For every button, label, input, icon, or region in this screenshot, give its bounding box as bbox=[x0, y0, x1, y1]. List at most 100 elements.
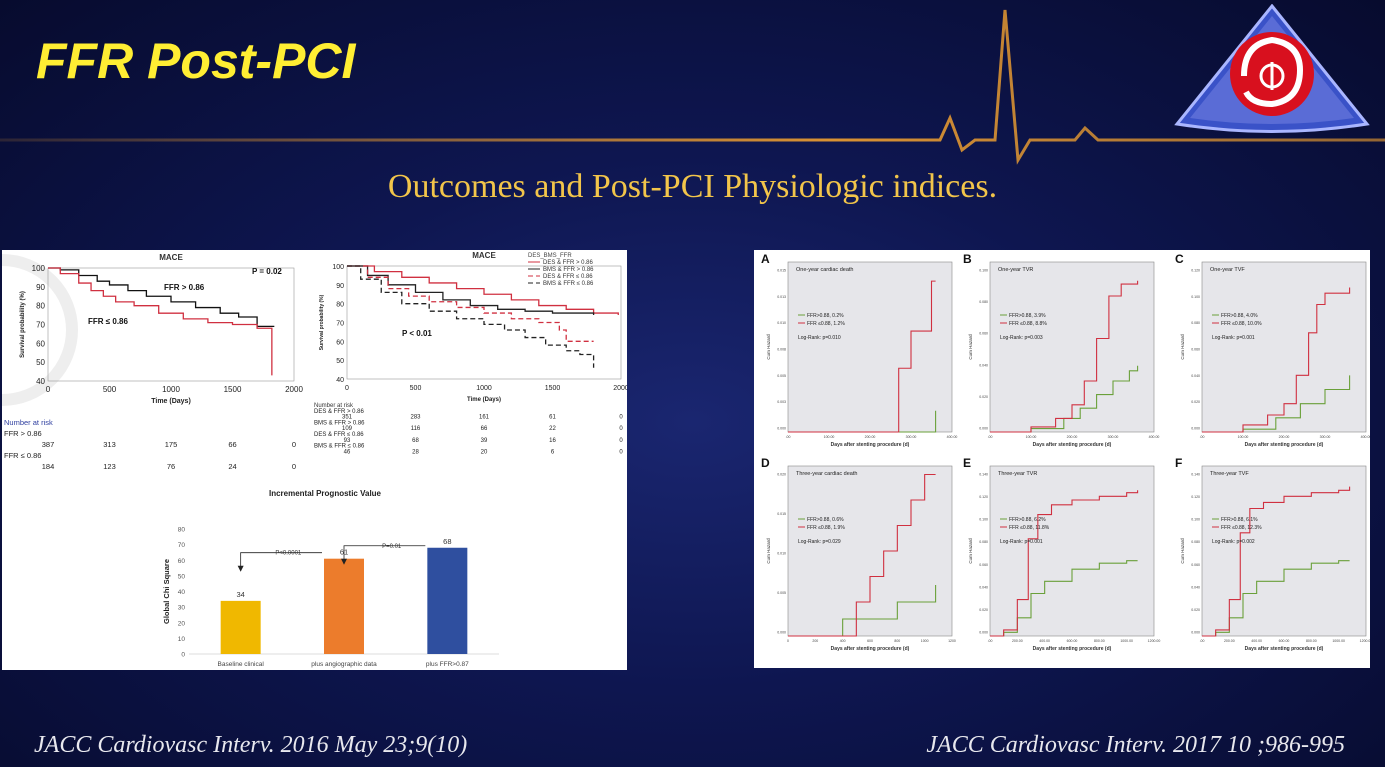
hazD-series-ffr-0-88-1-9 bbox=[788, 473, 936, 637]
km1-risk-value: 66 bbox=[228, 440, 236, 449]
km2-ytick-label: 100 bbox=[332, 264, 344, 271]
km2-legend-title: DES_BMS_FFR bbox=[528, 253, 572, 259]
hazF-plot-area bbox=[1201, 465, 1367, 637]
hazC-y-axis-label: Cum Hazard bbox=[1180, 334, 1185, 360]
hazF-series-ffr-0-88-6-1 bbox=[1202, 560, 1350, 637]
hazD-xtick-label: 1000 bbox=[921, 639, 929, 643]
hazD-ytick-label: 0.015 bbox=[777, 512, 786, 516]
hazE-chart: E Three-year TVR 0.000 0.020 0.040 0.060 0.080… bbox=[963, 456, 1160, 652]
hazA-ytick-label: 0.013 bbox=[777, 295, 786, 299]
km2-risk-value: 6 bbox=[551, 449, 555, 455]
hazD-ytick-label: 0.005 bbox=[777, 591, 786, 595]
km2-risk-value: 22 bbox=[549, 426, 556, 432]
hazB-xtick-label: .00 bbox=[988, 435, 993, 439]
comparison-arrowhead-2 bbox=[341, 558, 347, 565]
hazD-chart: D Three-year cardiac death 0.000 0.005 0.010… bbox=[761, 456, 956, 652]
hazC-xtick-label: 100.00 bbox=[1238, 435, 1249, 439]
km1-ytick-label: 40 bbox=[36, 377, 45, 386]
bar-value-label: 34 bbox=[236, 590, 244, 599]
hazE-ytick-label: 0.080 bbox=[979, 540, 988, 544]
km1-chart: MACE 0 500 1000 1500 2000 100 90 80 70 60 50 40 Time … bbox=[4, 253, 303, 471]
bar-ytick-label: 10 bbox=[178, 636, 186, 643]
hazA-xtick-label: 400.00 bbox=[947, 435, 958, 439]
km1-risk-value: 175 bbox=[165, 440, 178, 449]
km2-legend-label: DES & FFR > 0.86 bbox=[543, 260, 594, 266]
hazD-y-axis-label: Cum Hazard bbox=[766, 538, 771, 564]
hazB-y-axis-label: Cum Hazard bbox=[968, 334, 973, 360]
slide-title: FFR Post-PCI bbox=[36, 33, 356, 89]
km1-series-ffr-0-86 bbox=[48, 267, 273, 376]
hazA-ytick-label: 0.015 bbox=[777, 269, 786, 273]
watermark-seal bbox=[0, 254, 78, 406]
hazF-series-ffr-0-88-12-3 bbox=[1202, 486, 1351, 637]
hazC-xtick-label: 300.00 bbox=[1320, 435, 1331, 439]
hazB-legend-label: FFR>0.88, 3.9% bbox=[1009, 313, 1046, 319]
hazA-panel-letter: A bbox=[761, 252, 770, 266]
hazE-legend-label: FFR ≤0.88, 11.8% bbox=[1009, 525, 1050, 531]
hazF-panel-letter: F bbox=[1175, 456, 1182, 470]
hazC-ytick-label: 0.020 bbox=[1191, 400, 1200, 404]
hazB-ytick-label: 0.040 bbox=[979, 363, 988, 367]
hazD-x-axis-label: Days after stenting procedure (d) bbox=[831, 646, 910, 652]
km1-ytick-label: 60 bbox=[36, 339, 45, 348]
km2-risk-row-label: DES & FFR ≤ 0.86 bbox=[314, 432, 364, 438]
bar-ytick-label: 70 bbox=[178, 542, 186, 549]
comparison-arrow-2 bbox=[343, 545, 426, 564]
km1-risk-value: 0 bbox=[292, 440, 296, 449]
hazE-xtick-label: 200.00 bbox=[1012, 639, 1023, 643]
right-figure-panel: A One-year cardiac death 0.000 0.003 0.005 0.… bbox=[754, 250, 1372, 668]
km2-risk-value: 93 bbox=[344, 438, 351, 444]
km2-risk-row-label: BMS & FFR ≤ 0.86 bbox=[314, 444, 365, 450]
conference-logo bbox=[1174, 4, 1370, 133]
hazB-series-ffr-0-88-3-9 bbox=[990, 365, 1139, 433]
comparison-arrow-1 bbox=[240, 552, 322, 571]
bar-y-axis-label: Global Chi Square bbox=[162, 559, 171, 624]
km1-x-axis-label: Time (Days) bbox=[151, 398, 191, 405]
hazE-legend-label: FFR>0.88, 6.2% bbox=[1009, 517, 1046, 523]
citation-left: JACC Cardiovasc Interv. 2016 May 23;9(10… bbox=[34, 732, 468, 758]
hazF-legend-label: FFR ≤0.88, 12.3% bbox=[1221, 525, 1262, 531]
hazF-y-axis-label: Cum Hazard bbox=[1180, 538, 1185, 564]
km1-xtick-label: 500 bbox=[103, 385, 117, 394]
km2-risk-row-label: BMS & FFR > 0.86 bbox=[314, 420, 365, 426]
hazF-xtick-label: 800.00 bbox=[1306, 639, 1317, 643]
km1-risk-value: 313 bbox=[103, 440, 116, 449]
km2-risk-value: 20 bbox=[481, 449, 488, 455]
hazE-ytick-label: 0.020 bbox=[979, 608, 988, 612]
hazA-plot-area bbox=[787, 261, 953, 433]
km2-series-bms-ffr-0-86 bbox=[347, 265, 595, 368]
km2-risk-value: 28 bbox=[412, 449, 419, 455]
hazF-ytick-label: 0.040 bbox=[1191, 585, 1200, 589]
hazB-xtick-label: 200.00 bbox=[1067, 435, 1078, 439]
km1-risk-value: 123 bbox=[103, 462, 116, 471]
hazB-logrank: Log-Rank: p=0.003 bbox=[1000, 335, 1043, 341]
hazA-xtick-label: 200.00 bbox=[865, 435, 876, 439]
hazD-xtick-label: 0 bbox=[787, 639, 789, 643]
km2-ytick-label: 90 bbox=[336, 283, 344, 290]
hazE-plot-area bbox=[989, 465, 1155, 637]
hazE-y-axis-label: Cum Hazard bbox=[968, 538, 973, 564]
hazE-ytick-label: 0.140 bbox=[979, 473, 988, 477]
hazA-ytick-label: 0.000 bbox=[777, 427, 786, 431]
hazE-series-ffr-0-88-11-8 bbox=[990, 490, 1139, 637]
km2-ytick-label: 80 bbox=[336, 302, 344, 309]
km2-risk-value: 68 bbox=[412, 438, 419, 444]
km2-ytick-label: 60 bbox=[336, 339, 344, 346]
hazD-ytick-label: 0.020 bbox=[777, 473, 786, 477]
bar-category-label: Baseline clinical bbox=[218, 661, 265, 668]
hazA-y-axis-label: Cum Hazard bbox=[766, 334, 771, 360]
km2-risk-value: 16 bbox=[549, 438, 556, 444]
km2-xtick-label: 1500 bbox=[545, 385, 561, 392]
comparison-arrowhead-1 bbox=[237, 565, 244, 572]
hazF-xtick-label: 1000.00 bbox=[1332, 639, 1345, 643]
hazA-xtick-label: 100.00 bbox=[824, 435, 835, 439]
hazC-ytick-label: 0.080 bbox=[1191, 321, 1200, 325]
km1-xtick-label: 1500 bbox=[224, 385, 242, 394]
hazA-series-ffr-0-88-1-2 bbox=[788, 280, 936, 433]
km2-ytick-label: 70 bbox=[336, 321, 344, 328]
hazC-logrank: Log-Rank: p=0.001 bbox=[1212, 335, 1255, 341]
hazC-chart: C One-year TVF 0.000 0.020 0.040 0.060 0.080 0.… bbox=[1175, 252, 1371, 448]
km2-risk-value: 66 bbox=[481, 426, 488, 432]
hazE-title: Three-year TVR bbox=[998, 471, 1037, 477]
hazA-legend-label: FFR>0.88, 0.2% bbox=[807, 313, 844, 319]
